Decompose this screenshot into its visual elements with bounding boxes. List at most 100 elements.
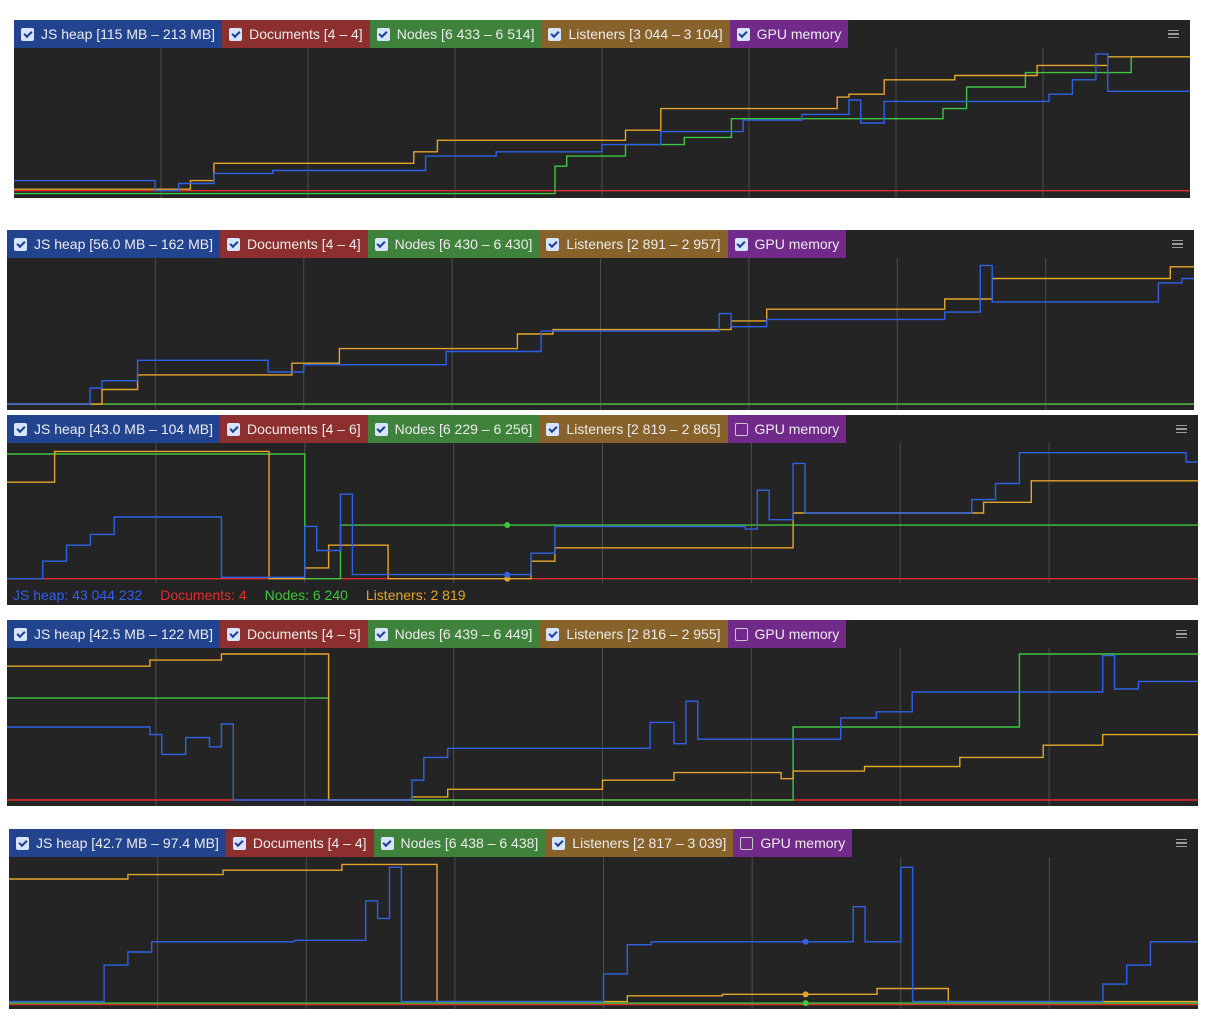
series-line-listeners — [14, 56, 1190, 190]
legend-label: Nodes [6 438 – 6 438] — [400, 835, 539, 851]
series-line-js-heap — [7, 451, 1198, 580]
legend-item-js-heap[interactable]: JS heap [43.0 MB – 104 MB] — [7, 415, 220, 443]
series-line-js-heap — [14, 53, 1190, 192]
legend-label: Nodes [6 430 – 6 430] — [394, 236, 533, 252]
checkbox-icon[interactable] — [227, 627, 240, 641]
readout-listeners: Listeners: 2 819 — [365, 587, 466, 603]
checkbox-icon[interactable] — [14, 237, 27, 251]
legend-item-listeners[interactable]: Listeners [2 891 – 2 957] — [539, 230, 728, 258]
legend-label: JS heap [43.0 MB – 104 MB] — [34, 421, 213, 437]
checkbox-icon[interactable] — [14, 422, 27, 436]
metrics-chart — [7, 258, 1194, 410]
legend-item-nodes[interactable]: Nodes [6 433 – 6 514] — [369, 20, 542, 48]
series-line-listeners — [7, 450, 1198, 580]
legend-bar: JS heap [56.0 MB – 162 MB] Documents [4 … — [7, 230, 1194, 258]
checkbox-icon[interactable] — [21, 27, 34, 41]
legend-label: Documents [4 – 4] — [252, 835, 367, 851]
legend-label: Documents [4 – 4] — [249, 26, 363, 42]
checkbox-icon[interactable] — [374, 237, 388, 251]
legend-item-listeners[interactable]: Listeners [2 817 – 3 039] — [545, 829, 734, 857]
legend-label: GPU memory — [754, 421, 840, 437]
checkbox-icon[interactable] — [380, 836, 394, 850]
performance-monitor-panel: JS heap [43.0 MB – 104 MB] Documents [4 … — [7, 415, 1198, 605]
checkbox-icon[interactable] — [548, 27, 562, 41]
series-line-js-heap — [9, 866, 1198, 1003]
legend-label: Listeners [2 817 – 3 039] — [572, 835, 727, 851]
legend-item-nodes[interactable]: Nodes [6 439 – 6 449] — [367, 620, 540, 648]
readout-documents: Documents: 4 — [160, 587, 247, 603]
legend-label: Listeners [2 816 – 2 955] — [566, 626, 721, 642]
checkbox-icon[interactable] — [546, 237, 560, 251]
legend-item-nodes[interactable]: Nodes [6 430 – 6 430] — [367, 230, 540, 258]
checkbox-icon[interactable] — [374, 422, 388, 436]
legend-item-js-heap[interactable]: JS heap [42.7 MB – 97.4 MB] — [9, 829, 226, 857]
hamburger-menu-icon[interactable] — [1170, 230, 1186, 258]
metrics-chart — [14, 48, 1190, 198]
legend-label: Nodes [6 229 – 6 256] — [394, 421, 533, 437]
chart-svg — [7, 443, 1198, 583]
legend-item-gpu-memory[interactable]: GPU memory — [733, 829, 853, 857]
legend-label: Documents [4 – 4] — [247, 236, 361, 252]
legend-label: JS heap [115 MB – 213 MB] — [41, 26, 216, 42]
legend-item-js-heap[interactable]: JS heap [115 MB – 213 MB] — [14, 20, 223, 48]
legend-label: JS heap [42.5 MB – 122 MB] — [34, 626, 213, 642]
hamburger-menu-icon[interactable] — [1174, 415, 1190, 443]
checkbox-icon[interactable] — [229, 27, 243, 41]
series-line-js-heap — [7, 654, 1198, 801]
series-line-nodes — [14, 56, 1190, 195]
performance-monitor-panel: JS heap [56.0 MB – 162 MB] Documents [4 … — [7, 230, 1194, 410]
checkbox-icon[interactable] — [14, 627, 27, 641]
legend-label: JS heap [56.0 MB – 162 MB] — [34, 236, 213, 252]
series-line-js-heap — [7, 264, 1194, 405]
series-line-nodes — [7, 453, 1198, 580]
legend-item-nodes[interactable]: Nodes [6 229 – 6 256] — [367, 415, 540, 443]
legend-item-js-heap[interactable]: JS heap [56.0 MB – 162 MB] — [7, 230, 220, 258]
checkbox-icon[interactable] — [734, 422, 748, 436]
legend-item-gpu-memory[interactable]: GPU memory — [727, 415, 847, 443]
series-line-listeners — [7, 653, 1198, 801]
hamburger-menu-icon[interactable] — [1174, 620, 1190, 648]
hamburger-menu-icon[interactable] — [1174, 829, 1190, 857]
hover-marker-js-heap — [504, 571, 511, 578]
legend-label: Listeners [3 044 – 3 104] — [568, 26, 723, 42]
legend-item-listeners[interactable]: Listeners [2 819 – 2 865] — [539, 415, 728, 443]
chart-svg — [7, 258, 1194, 410]
checkbox-icon[interactable] — [227, 237, 240, 251]
chart-svg — [7, 648, 1198, 806]
checkbox-icon[interactable] — [546, 627, 560, 641]
hover-marker-nodes — [802, 1000, 809, 1007]
checkbox-icon[interactable] — [740, 836, 754, 850]
legend-label: GPU memory — [756, 26, 842, 42]
legend-bar: JS heap [43.0 MB – 104 MB] Documents [4 … — [7, 415, 1198, 443]
legend-item-gpu-memory[interactable]: GPU memory — [729, 20, 849, 48]
checkbox-icon[interactable] — [736, 27, 750, 41]
performance-monitor-panel: JS heap [42.7 MB – 97.4 MB] Documents [4… — [9, 829, 1198, 1009]
checkbox-icon[interactable] — [376, 27, 390, 41]
checkbox-icon[interactable] — [734, 237, 748, 251]
checkbox-icon[interactable] — [232, 836, 246, 850]
checkbox-icon[interactable] — [16, 836, 29, 850]
checkbox-icon[interactable] — [546, 422, 560, 436]
legend-bar: JS heap [115 MB – 213 MB] Documents [4 –… — [14, 20, 1190, 48]
legend-item-js-heap[interactable]: JS heap [42.5 MB – 122 MB] — [7, 620, 220, 648]
legend-item-listeners[interactable]: Listeners [2 816 – 2 955] — [539, 620, 728, 648]
legend-item-documents[interactable]: Documents [4 – 4] — [222, 20, 370, 48]
metrics-chart — [9, 857, 1198, 1009]
legend-item-gpu-memory[interactable]: GPU memory — [727, 620, 847, 648]
legend-label: GPU memory — [760, 835, 846, 851]
legend-item-documents[interactable]: Documents [4 – 5] — [220, 620, 368, 648]
checkbox-icon[interactable] — [227, 422, 240, 436]
checkbox-icon[interactable] — [734, 627, 748, 641]
readout-nodes: Nodes: 6 240 — [264, 587, 348, 603]
legend-label: GPU memory — [754, 626, 840, 642]
legend-item-documents[interactable]: Documents [4 – 4] — [225, 829, 374, 857]
performance-monitor-panel: JS heap [115 MB – 213 MB] Documents [4 –… — [14, 20, 1190, 198]
legend-item-nodes[interactable]: Nodes [6 438 – 6 438] — [373, 829, 546, 857]
hamburger-menu-icon[interactable] — [1166, 20, 1182, 48]
checkbox-icon[interactable] — [374, 627, 388, 641]
legend-item-documents[interactable]: Documents [4 – 6] — [220, 415, 368, 443]
legend-item-gpu-memory[interactable]: GPU memory — [727, 230, 847, 258]
checkbox-icon[interactable] — [552, 836, 566, 850]
legend-item-listeners[interactable]: Listeners [3 044 – 3 104] — [541, 20, 730, 48]
legend-item-documents[interactable]: Documents [4 – 4] — [220, 230, 368, 258]
